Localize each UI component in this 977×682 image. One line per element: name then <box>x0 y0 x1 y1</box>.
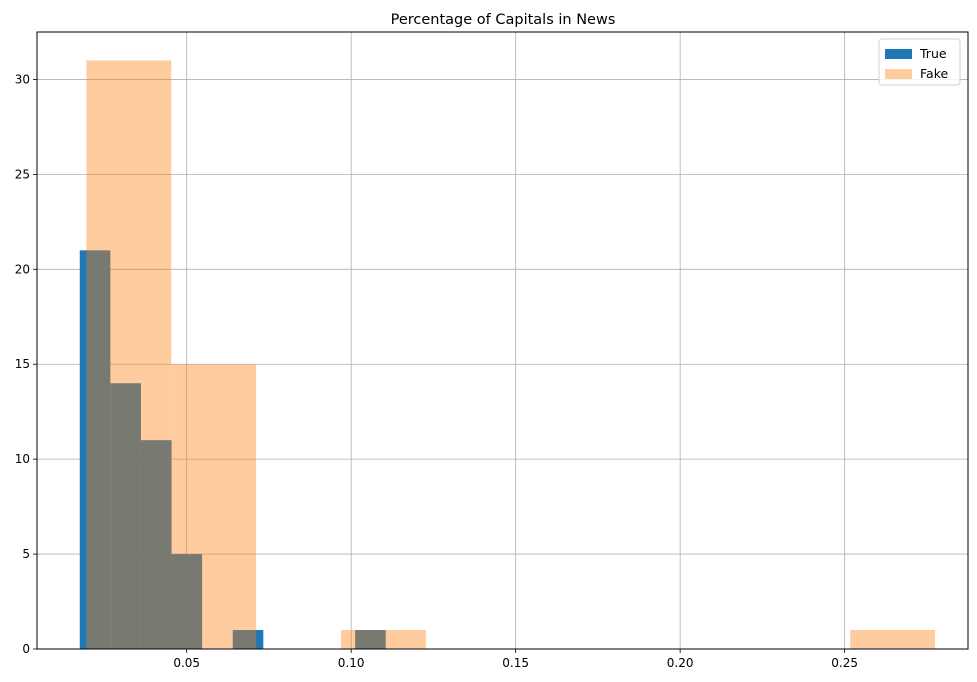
bar-fake <box>86 60 172 649</box>
bar-true <box>79 250 111 650</box>
bar-true <box>140 440 172 649</box>
y-tick-label: 5 <box>22 547 30 561</box>
x-axis: 0.05 0.10 0.15 0.20 0.25 <box>173 649 858 670</box>
y-tick-label: 10 <box>15 452 30 466</box>
x-tick-label: 0.05 <box>173 656 200 670</box>
plot-frame <box>36 31 969 650</box>
y-tick-label: 25 <box>15 167 30 181</box>
x-tick-label: 0.15 <box>502 656 529 670</box>
x-tick-label: 0.20 <box>667 656 694 670</box>
chart-title: Percentage of Capitals in News <box>391 12 616 28</box>
bar-fake <box>340 630 426 649</box>
y-tick-label: 0 <box>22 642 30 656</box>
bar-true <box>232 630 264 649</box>
bar-true <box>355 630 386 649</box>
bars <box>79 60 936 650</box>
bar-fake <box>850 630 936 649</box>
bar-fake <box>171 364 257 649</box>
bar-true <box>110 383 141 649</box>
y-tick-label: 30 <box>15 72 30 86</box>
series-true <box>79 250 386 650</box>
x-tick-label: 0.25 <box>831 656 858 670</box>
legend-swatch-fake <box>885 69 912 79</box>
bar-true <box>171 554 203 649</box>
y-tick-label: 15 <box>15 357 30 371</box>
legend-label-fake: Fake <box>920 66 948 81</box>
y-tick-label: 20 <box>15 262 30 276</box>
legend: True Fake <box>878 38 961 86</box>
legend-swatch-true <box>885 49 912 59</box>
series-fake <box>86 60 936 649</box>
grid-lines <box>37 32 968 650</box>
x-tick-label: 0.10 <box>338 656 365 670</box>
y-axis: 0 5 10 15 20 25 30 <box>15 72 37 656</box>
legend-label-true: True <box>919 46 947 61</box>
